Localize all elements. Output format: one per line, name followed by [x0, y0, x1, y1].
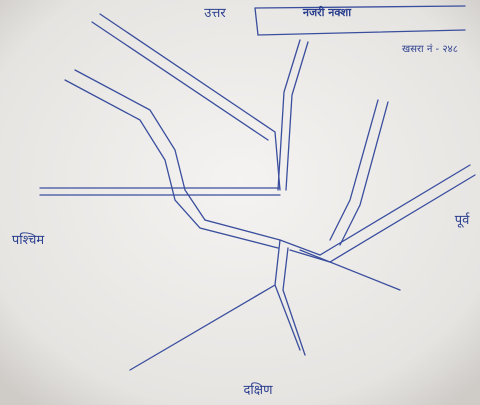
south-label: दक्षिण — [244, 382, 274, 398]
north-label: उत्तर — [204, 6, 226, 21]
map: नजरी नक्शा खसरा नं - २४८ उत्तर दक्षिण पश… — [0, 0, 480, 405]
page: नजरी नक्शा खसरा नं - २४८ उत्तर दक्षिण पश… — [0, 0, 480, 405]
plot-number: खसरा नं - २४८ — [402, 43, 458, 55]
map-title: नजरी नक्शा — [302, 5, 352, 19]
east-label: पूर्व — [455, 212, 471, 228]
west-label: पश्चिम — [12, 232, 45, 248]
